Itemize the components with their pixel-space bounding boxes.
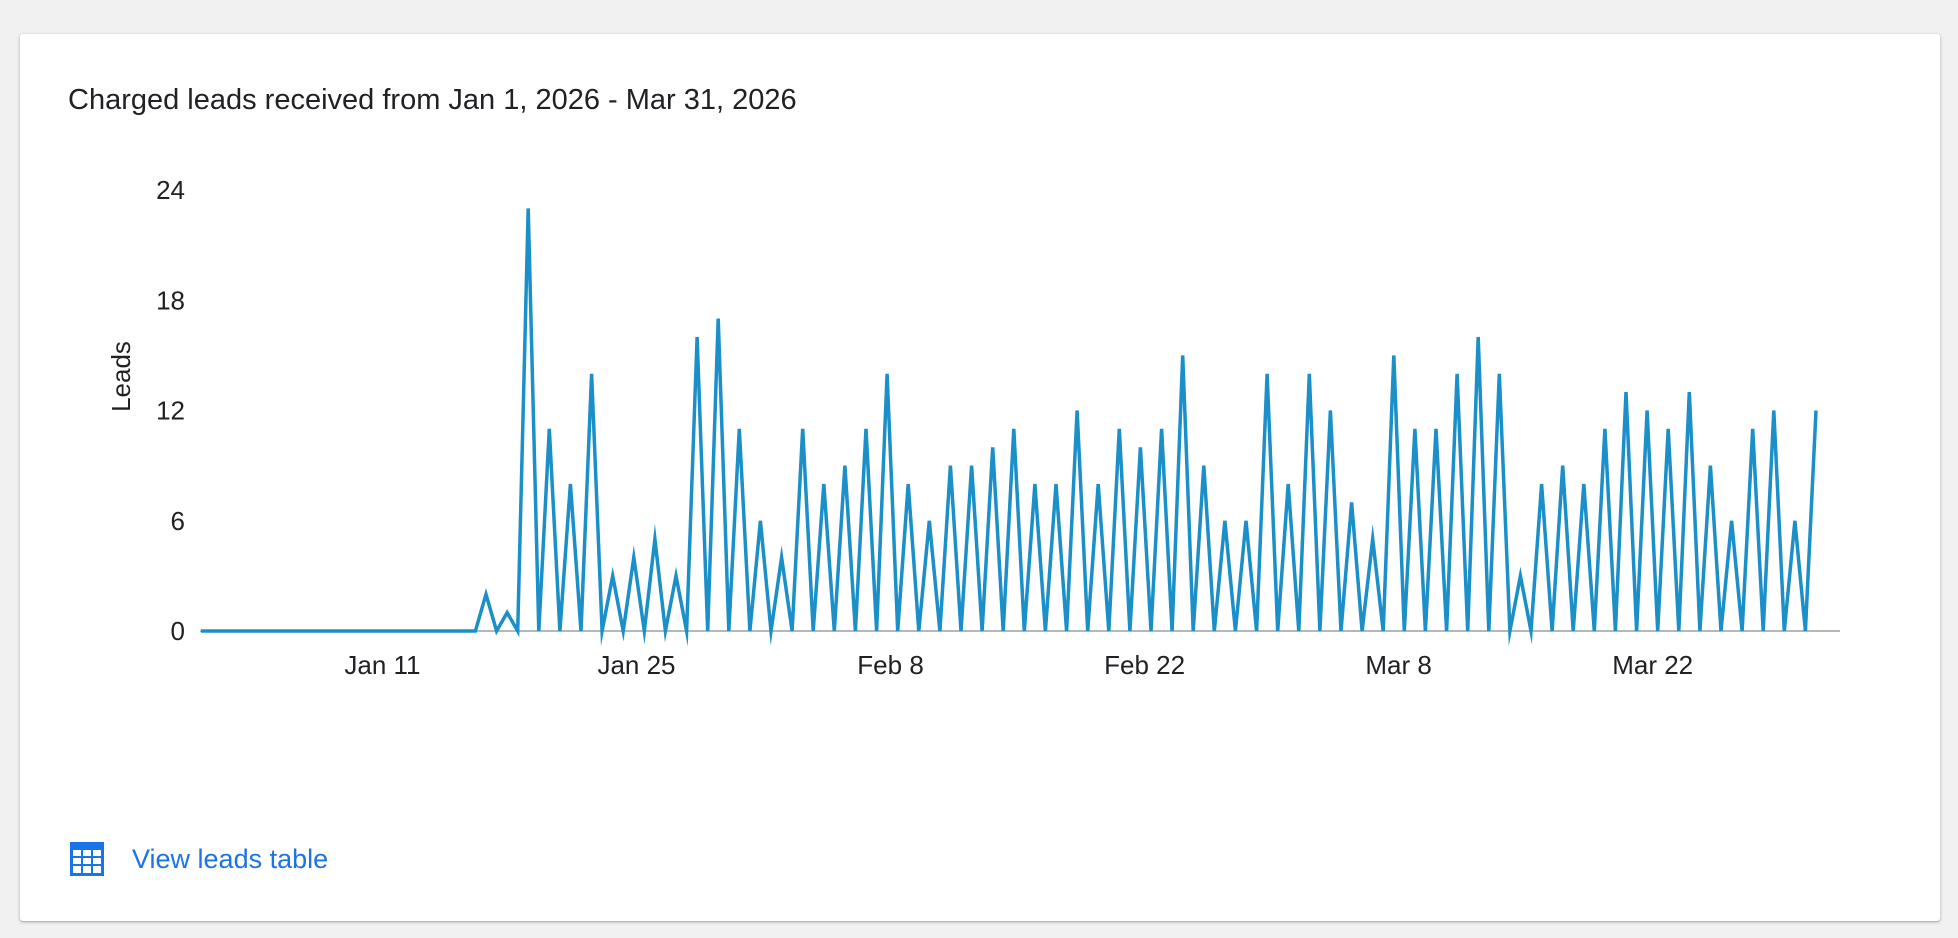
x-tick-label: Jan 25 <box>597 650 675 680</box>
y-tick-label: 12 <box>156 396 185 426</box>
leads-line-chart: 0 6 12 18 24 Jan 11 Jan 25 Feb 8 Feb 22 Mar 8 Mar … <box>106 175 1840 680</box>
x-tick-label: Mar 8 <box>1365 650 1431 680</box>
y-tick-label: 6 <box>171 506 185 536</box>
x-tick-label: Feb 22 <box>1104 650 1185 680</box>
view-leads-table-link[interactable]: View leads table <box>68 840 328 878</box>
x-tick-label: Feb 8 <box>857 650 924 680</box>
x-tick-label: Jan 11 <box>344 650 420 680</box>
x-tick-label: Mar 22 <box>1612 650 1693 680</box>
y-tick-label: 18 <box>156 285 185 315</box>
chart-title: Charged leads received from Jan 1, 2026 … <box>68 84 797 116</box>
leads-card: Charged leads received from Jan 1, 2026 … <box>20 34 1940 921</box>
y-axis-label: Leads <box>106 341 136 412</box>
table-icon <box>70 842 104 876</box>
y-tick-label: 0 <box>171 616 185 646</box>
y-tick-label: 24 <box>156 175 185 205</box>
view-leads-table-label: View leads table <box>132 843 329 874</box>
series-line <box>201 208 1818 647</box>
